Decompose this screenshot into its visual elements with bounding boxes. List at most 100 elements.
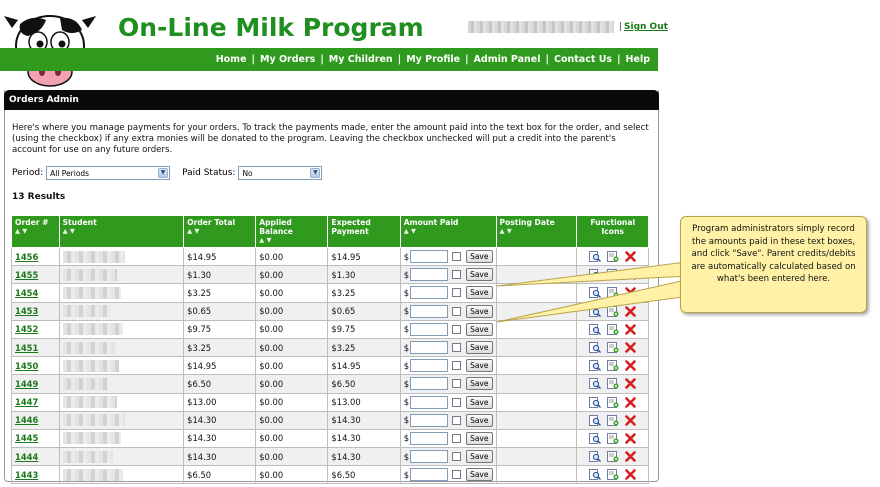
order-number-link[interactable]: 1455 bbox=[15, 269, 39, 280]
edit-icon[interactable] bbox=[607, 360, 619, 372]
view-icon[interactable] bbox=[589, 360, 602, 372]
delete-icon[interactable] bbox=[625, 396, 637, 408]
save-button[interactable]: Save bbox=[466, 250, 493, 264]
delete-icon[interactable] bbox=[625, 451, 637, 462]
save-button[interactable]: Save bbox=[466, 341, 493, 355]
nav-item-admin-panel[interactable]: Admin Panel bbox=[473, 54, 541, 65]
view-icon[interactable] bbox=[589, 378, 602, 390]
order-number-link[interactable]: 1451 bbox=[15, 342, 39, 353]
save-button[interactable]: Save bbox=[466, 268, 493, 282]
column-header-applied-balance[interactable]: Applied Balance ▲ ▼ bbox=[255, 215, 329, 248]
donate-checkbox[interactable] bbox=[452, 288, 462, 298]
save-button[interactable]: Save bbox=[466, 413, 493, 427]
delete-icon[interactable] bbox=[625, 360, 637, 372]
nav-item-home[interactable]: Home bbox=[215, 54, 247, 65]
amount-paid-input[interactable] bbox=[410, 304, 449, 318]
column-header-student[interactable]: Student ▲ ▼ bbox=[58, 215, 185, 248]
delete-icon[interactable] bbox=[625, 469, 637, 481]
save-button[interactable]: Save bbox=[466, 395, 493, 409]
nav-item-my-profile[interactable]: My Profile bbox=[406, 54, 461, 65]
donate-checkbox[interactable] bbox=[452, 270, 462, 280]
amount-paid-input[interactable] bbox=[410, 359, 449, 373]
column-header-order[interactable]: Order # ▲ ▼ bbox=[11, 215, 60, 248]
view-icon[interactable] bbox=[589, 469, 602, 481]
amount-paid-input[interactable] bbox=[410, 268, 449, 282]
order-number-link[interactable]: 1447 bbox=[15, 397, 39, 408]
order-number-link[interactable]: 1444 bbox=[15, 451, 39, 462]
donate-checkbox[interactable] bbox=[452, 361, 462, 371]
save-button[interactable]: Save bbox=[466, 359, 493, 373]
edit-icon[interactable] bbox=[607, 451, 619, 463]
delete-icon[interactable] bbox=[625, 305, 637, 317]
view-icon[interactable] bbox=[589, 251, 602, 263]
edit-icon[interactable] bbox=[607, 469, 619, 481]
amount-paid-input[interactable] bbox=[410, 341, 449, 355]
delete-icon[interactable] bbox=[625, 378, 637, 390]
order-number-link[interactable]: 1445 bbox=[15, 433, 39, 444]
paid-status-select[interactable]: No ▼ bbox=[238, 166, 323, 180]
amount-paid-input[interactable] bbox=[410, 395, 449, 409]
period-select[interactable]: All Periods ▼ bbox=[46, 166, 171, 180]
edit-icon[interactable] bbox=[607, 323, 619, 335]
donate-checkbox[interactable] bbox=[452, 306, 462, 316]
donate-checkbox[interactable] bbox=[452, 470, 462, 480]
amount-paid-input[interactable] bbox=[410, 322, 449, 336]
edit-icon[interactable] bbox=[607, 378, 619, 390]
amount-paid-input[interactable] bbox=[410, 250, 449, 264]
nav-item-my-orders[interactable]: My Orders bbox=[260, 54, 316, 65]
order-number-link[interactable]: 1446 bbox=[15, 415, 39, 426]
order-number-link[interactable]: 1453 bbox=[15, 306, 39, 317]
donate-checkbox[interactable] bbox=[452, 415, 462, 425]
save-button[interactable]: Save bbox=[466, 377, 493, 391]
edit-icon[interactable] bbox=[607, 251, 619, 263]
column-header-amount-paid[interactable]: Amount Paid ▲ ▼ bbox=[399, 215, 497, 248]
save-button[interactable]: Save bbox=[466, 450, 493, 464]
edit-icon[interactable] bbox=[607, 342, 619, 354]
save-button[interactable]: Save bbox=[466, 468, 493, 482]
view-icon[interactable] bbox=[589, 432, 602, 444]
donate-checkbox[interactable] bbox=[452, 343, 462, 353]
delete-icon[interactable] bbox=[625, 324, 637, 335]
edit-icon[interactable] bbox=[607, 396, 619, 408]
donate-checkbox[interactable] bbox=[452, 433, 462, 443]
donate-checkbox[interactable] bbox=[452, 379, 462, 389]
edit-icon[interactable] bbox=[607, 414, 619, 426]
amount-paid-input[interactable] bbox=[410, 431, 449, 445]
donate-checkbox[interactable] bbox=[452, 324, 462, 334]
save-button[interactable]: Save bbox=[466, 304, 493, 318]
delete-icon[interactable] bbox=[625, 342, 637, 353]
nav-item-my-children[interactable]: My Children bbox=[328, 54, 393, 65]
order-number-link[interactable]: 1456 bbox=[15, 251, 39, 262]
amount-paid-input[interactable] bbox=[410, 468, 449, 482]
view-icon[interactable] bbox=[589, 342, 602, 354]
save-button[interactable]: Save bbox=[466, 286, 493, 300]
amount-paid-input[interactable] bbox=[410, 286, 449, 300]
delete-icon[interactable] bbox=[625, 414, 637, 426]
save-button[interactable]: Save bbox=[466, 322, 493, 336]
order-number-link[interactable]: 1450 bbox=[15, 360, 39, 371]
view-icon[interactable] bbox=[589, 287, 602, 299]
donate-checkbox[interactable] bbox=[452, 252, 462, 262]
amount-paid-input[interactable] bbox=[410, 450, 449, 464]
donate-checkbox[interactable] bbox=[452, 397, 462, 407]
sign-out-link[interactable]: Sign Out bbox=[624, 22, 668, 32]
order-number-link[interactable]: 1454 bbox=[15, 287, 39, 298]
nav-item-help[interactable]: Help bbox=[625, 54, 650, 65]
amount-paid-input[interactable] bbox=[410, 413, 449, 427]
save-button[interactable]: Save bbox=[466, 431, 493, 445]
order-number-link[interactable]: 1449 bbox=[15, 378, 39, 389]
order-number-link[interactable]: 1443 bbox=[15, 469, 39, 480]
donate-checkbox[interactable] bbox=[452, 452, 462, 462]
delete-icon[interactable] bbox=[625, 433, 637, 444]
column-header-order-total[interactable]: Order Total ▲ ▼ bbox=[183, 215, 257, 248]
view-icon[interactable] bbox=[589, 323, 602, 335]
delete-icon[interactable] bbox=[625, 251, 637, 262]
order-number-link[interactable]: 1452 bbox=[15, 324, 39, 335]
edit-icon[interactable] bbox=[607, 432, 619, 444]
view-icon[interactable] bbox=[589, 451, 602, 463]
view-icon[interactable] bbox=[589, 396, 602, 408]
column-header-posting-date[interactable]: Posting Date ▲ ▼ bbox=[495, 215, 578, 248]
amount-paid-input[interactable] bbox=[410, 377, 449, 391]
view-icon[interactable] bbox=[589, 414, 602, 426]
nav-item-contact-us[interactable]: Contact Us bbox=[554, 54, 613, 65]
